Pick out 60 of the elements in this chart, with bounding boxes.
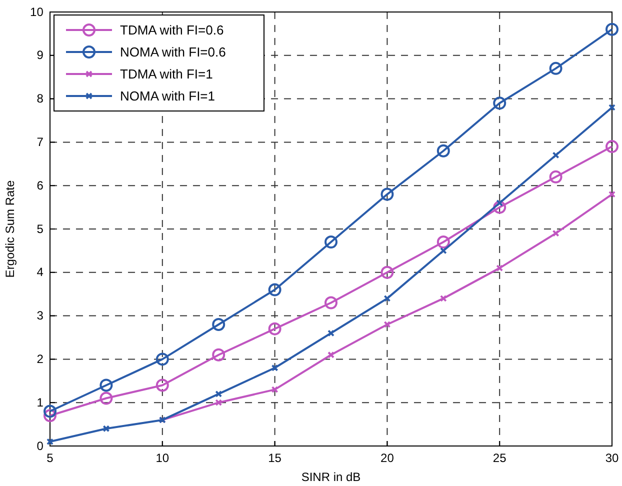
y-tick-label: 3 (36, 308, 44, 323)
y-axis-title: Ergodic Sum Rate (3, 180, 17, 278)
point (328, 351, 334, 358)
legend-label: TDMA with FI=1 (120, 66, 213, 82)
y-tick-label: 10 (30, 4, 44, 19)
point (156, 378, 169, 392)
legend-label: NOMA with FI=1 (120, 88, 215, 104)
y-tick-label: 8 (36, 92, 44, 106)
point (156, 352, 169, 366)
point (380, 266, 394, 279)
x-axis-title: SINR in dB (301, 470, 361, 484)
point (328, 330, 334, 337)
x-tick-label: 20 (380, 451, 394, 466)
legend-label: NOMA with FI=0.6 (120, 44, 226, 60)
point (324, 236, 338, 249)
point (271, 364, 278, 372)
point (268, 283, 282, 296)
point (606, 22, 618, 36)
y-tick-label: 4 (36, 265, 44, 280)
point (436, 236, 450, 249)
point (552, 152, 560, 159)
legend-label: TDMA with FI=0.6 (120, 22, 224, 38)
x-tick-label: 30 (605, 451, 619, 466)
point (215, 399, 222, 406)
x-tick-label: 15 (268, 451, 282, 466)
x-tick-label: 10 (156, 451, 170, 466)
point (380, 188, 394, 201)
point (212, 348, 226, 362)
x-tick-label: 5 (46, 451, 54, 466)
point (440, 247, 447, 254)
point (606, 140, 618, 154)
y-tick-label: 2 (36, 352, 44, 366)
point (493, 200, 506, 214)
point (496, 264, 504, 272)
point (100, 378, 113, 392)
point (493, 96, 506, 110)
point (436, 144, 450, 158)
point (100, 392, 113, 405)
y-tick-label: 9 (36, 48, 44, 62)
point (102, 425, 110, 432)
point (496, 199, 504, 206)
point (384, 294, 391, 302)
y-tick-label: 0 (36, 438, 44, 453)
y-tick-label: 6 (36, 178, 44, 192)
point (271, 386, 278, 394)
y-tick-label: 1 (36, 395, 44, 410)
point (44, 404, 56, 418)
point (215, 390, 222, 398)
point (549, 62, 562, 75)
y-tick-label: 7 (36, 135, 44, 150)
point (324, 296, 338, 310)
y-tick-label: 5 (36, 222, 44, 236)
point (440, 294, 447, 302)
point (384, 320, 391, 328)
x-tick-label: 25 (492, 451, 507, 466)
point (552, 230, 560, 237)
point (268, 322, 282, 336)
point (44, 409, 56, 422)
point (549, 170, 562, 184)
point (212, 318, 226, 331)
